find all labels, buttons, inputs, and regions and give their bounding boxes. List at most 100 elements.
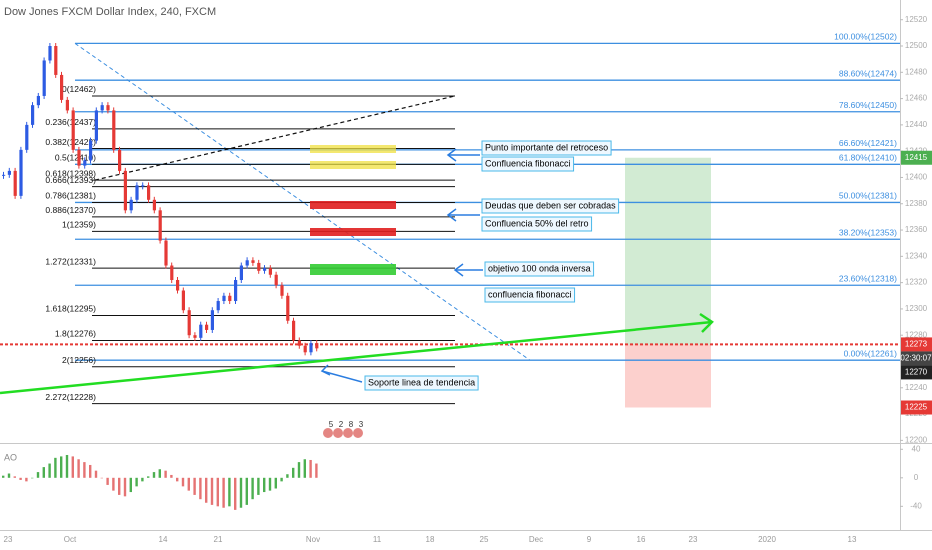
y-tick-label: 12480 [905, 67, 928, 76]
candle [123, 170, 127, 211]
ao-bar [222, 477, 225, 508]
x-tick-label: 16 [637, 535, 646, 544]
candle [71, 110, 75, 150]
ao-bar [286, 474, 289, 478]
candle [42, 60, 46, 96]
ao-bar [123, 477, 127, 497]
fib-ext-label: 0.786(12381) [45, 191, 96, 201]
candle [60, 74, 64, 100]
annotation: Confluencia 50% del retro [485, 218, 589, 228]
candle [83, 160, 87, 166]
event-count: 2 [339, 420, 344, 429]
ao-bar [100, 477, 103, 479]
candle [176, 279, 180, 291]
candle [170, 265, 174, 280]
ao-bar [147, 476, 150, 478]
x-tick-label: 21 [214, 535, 223, 544]
candle [129, 199, 133, 211]
ao-bar [170, 474, 173, 478]
candle [234, 279, 238, 302]
position-profit-zone [625, 157, 711, 345]
ao-bar [48, 463, 51, 478]
candle [135, 185, 139, 200]
price-badge-bg [901, 150, 932, 165]
candle [303, 345, 307, 353]
x-tick-label: 23 [689, 535, 698, 544]
annotation: Punto importante del retroceso [485, 142, 608, 152]
candle [228, 295, 232, 302]
x-tick-label: Dec [529, 535, 543, 544]
candle [245, 260, 249, 266]
candle [181, 290, 185, 311]
x-tick-label: 2020 [758, 535, 776, 544]
y-tick-label: 12520 [905, 15, 928, 24]
fib-ext-label: 0.666(12393) [45, 175, 96, 185]
indicator-name: AO [4, 452, 17, 462]
ao-bar [309, 459, 312, 478]
annotation: confluencia fibonacci [488, 289, 572, 299]
candle [251, 260, 255, 263]
ao-bar [13, 476, 16, 478]
ao-bar [25, 477, 28, 482]
candle [205, 324, 209, 330]
fib-ext-label: 2(12256) [62, 355, 96, 365]
ao-bar [205, 477, 208, 503]
ao-bar [94, 470, 98, 478]
ao-bar [280, 477, 283, 482]
y-tick-label: 12440 [905, 120, 928, 129]
ao-bar [31, 477, 34, 479]
y-tick-label: 12320 [905, 278, 928, 287]
ao-bar [36, 472, 40, 478]
ao-bar [303, 459, 306, 478]
ao-bar [83, 462, 86, 478]
price-badge-bg [901, 400, 932, 415]
y-tick-label: 12460 [905, 94, 928, 103]
candle [216, 301, 220, 311]
candle [25, 124, 29, 150]
ao-bar [77, 459, 80, 478]
chart-title: Dow Jones FXCM Dollar Index, 240, FXCM [4, 6, 216, 18]
ao-bar [60, 456, 63, 478]
position-loss-zone [625, 344, 711, 408]
fib-level-label: 0.00%(12261) [844, 348, 898, 358]
ao-bar [210, 477, 214, 505]
countdown: 02:30:07 [900, 354, 932, 363]
candle [158, 210, 162, 241]
annotation-arrowhead [446, 208, 457, 222]
candle [164, 240, 168, 266]
fib-level-label: 50.00%(12381) [839, 191, 897, 201]
fib-ext-label: 0.618(12398) [45, 168, 96, 178]
x-tick-label: Oct [64, 535, 77, 544]
annotation: Soporte linea de tendencia [368, 377, 475, 387]
candle [292, 320, 296, 341]
candle [187, 310, 191, 336]
candle [19, 149, 23, 196]
fib-level-label: 38.20%(12353) [839, 227, 897, 237]
fib-level-label: 100.00%(12502) [834, 32, 897, 42]
annotation-box [481, 156, 575, 172]
candle [13, 170, 17, 196]
candle [193, 335, 197, 338]
annotation-box [481, 198, 620, 214]
ao-bar [297, 462, 301, 478]
fib-ext-label: 2.272(12228) [45, 392, 96, 402]
ao-bar [176, 477, 179, 482]
y-tick-label: 12500 [905, 41, 928, 50]
highlight-zone [310, 145, 396, 153]
y-tick-label: 12380 [905, 199, 928, 208]
ao-bar [216, 477, 219, 507]
candle [239, 265, 243, 280]
x-tick-label: 18 [426, 535, 435, 544]
ao-bar [19, 477, 22, 480]
candle [286, 295, 290, 321]
candle [54, 46, 58, 75]
highlight-zone [310, 228, 396, 236]
price-badge-bg [901, 337, 932, 352]
candle [141, 185, 145, 187]
annotation-box [484, 287, 576, 303]
ao-bar [118, 477, 121, 495]
candle [297, 340, 301, 346]
fib-level-label: 78.60%(12450) [839, 100, 897, 110]
indicator-tick-label: 0 [914, 473, 919, 482]
